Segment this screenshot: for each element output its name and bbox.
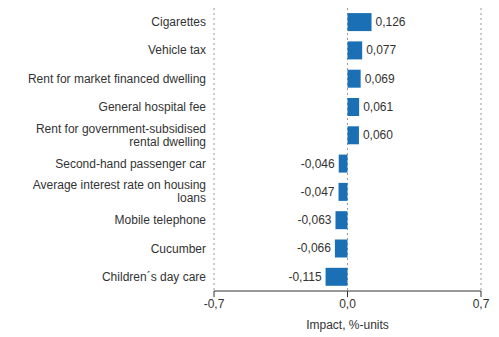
svg-text:Rent for market financed dwell: Rent for market financed dwelling bbox=[28, 72, 206, 86]
svg-text:Rent for government-subsidised: Rent for government-subsidisedrental dwe… bbox=[36, 122, 206, 149]
svg-text:0,7: 0,7 bbox=[473, 297, 490, 311]
svg-text:-0,7: -0,7 bbox=[204, 297, 225, 311]
svg-text:-0,115: -0,115 bbox=[288, 270, 321, 284]
svg-text:-0,047: -0,047 bbox=[301, 185, 335, 199]
svg-text:Vehicle tax: Vehicle tax bbox=[148, 43, 206, 57]
svg-text:0,060: 0,060 bbox=[363, 128, 393, 142]
svg-text:0,069: 0,069 bbox=[365, 72, 395, 86]
svg-text:Cucumber: Cucumber bbox=[151, 242, 206, 256]
svg-text:0,126: 0,126 bbox=[376, 15, 406, 29]
svg-text:Children´s day care: Children´s day care bbox=[102, 270, 206, 284]
svg-text:Impact, %-units: Impact, %-units bbox=[306, 318, 389, 332]
svg-text:0,061: 0,061 bbox=[363, 100, 393, 114]
svg-text:-0,063: -0,063 bbox=[297, 213, 331, 227]
svg-text:Second-hand passenger car: Second-hand passenger car bbox=[55, 157, 206, 171]
svg-text:-0,066: -0,066 bbox=[297, 241, 331, 255]
svg-text:-0,046: -0,046 bbox=[301, 157, 335, 171]
svg-text:General hospital fee: General hospital fee bbox=[99, 100, 207, 114]
svg-text:Cigarettes: Cigarettes bbox=[151, 15, 206, 29]
svg-text:0,0: 0,0 bbox=[339, 297, 356, 311]
svg-text:Average interest rate on housi: Average interest rate on housingloans bbox=[33, 178, 206, 205]
svg-text:Mobile telephone: Mobile telephone bbox=[115, 213, 207, 227]
svg-text:0,077: 0,077 bbox=[366, 43, 396, 57]
